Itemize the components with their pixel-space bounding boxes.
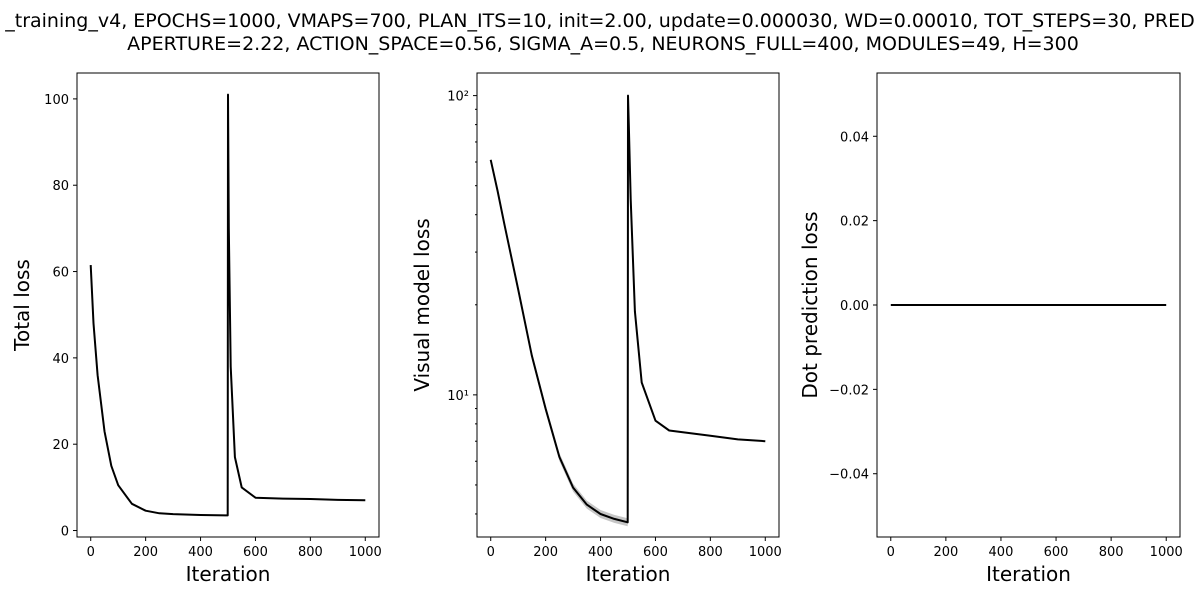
y-tick-label: 0.00 bbox=[840, 299, 869, 314]
y-tick-label: 10² bbox=[447, 90, 469, 105]
y-tick-label: 80 bbox=[52, 179, 69, 194]
x-tick-label: 0 bbox=[887, 545, 895, 560]
series-line bbox=[89, 93, 366, 517]
figure-title-line-2: APERTURE=2.22, ACTION_SPACE=0.56, SIGMA_… bbox=[127, 33, 1079, 55]
y-tick-label: −0.02 bbox=[829, 383, 869, 398]
x-tick-label: 1000 bbox=[749, 545, 782, 560]
y-tick-label: 10¹ bbox=[447, 389, 469, 404]
x-tick-label: 200 bbox=[133, 545, 158, 560]
y-tick-label: 20 bbox=[52, 438, 69, 453]
y-axis-label: Total loss bbox=[10, 259, 34, 352]
y-tick-label: −0.04 bbox=[829, 468, 869, 483]
x-tick-label: 800 bbox=[298, 545, 323, 560]
x-tick-label: 0 bbox=[487, 545, 495, 560]
x-tick-label: 200 bbox=[933, 545, 958, 560]
x-tick-label: 800 bbox=[1099, 545, 1124, 560]
x-tick-label: 200 bbox=[533, 545, 558, 560]
x-axis-label: Iteration bbox=[586, 562, 671, 586]
visual-model-loss-panel: Iteration Visual model loss 0 200 400 600 80… bbox=[410, 72, 782, 586]
series-line bbox=[489, 94, 766, 524]
y-tick-label: 100 bbox=[44, 93, 69, 108]
x-tick-label: 1000 bbox=[349, 545, 382, 560]
x-tick-label: 400 bbox=[989, 545, 1014, 560]
x-tick-label: 800 bbox=[698, 545, 723, 560]
x-tick-label: 600 bbox=[643, 545, 668, 560]
y-tick-label: 40 bbox=[52, 352, 69, 367]
x-tick-label: 400 bbox=[188, 545, 213, 560]
x-tick-label: 0 bbox=[87, 545, 95, 560]
y-axis-label: Dot prediction loss bbox=[798, 211, 822, 398]
y-tick-label: 0 bbox=[61, 525, 69, 540]
x-tick-label: 600 bbox=[1044, 545, 1069, 560]
x-axis-label: Iteration bbox=[186, 562, 271, 586]
y-axis-label: Visual model loss bbox=[410, 218, 434, 391]
x-tick-label: 600 bbox=[243, 545, 268, 560]
x-tick-label: 1000 bbox=[1150, 545, 1183, 560]
total-loss-panel: Iteration Total loss 0 200 400 600 800 1000 0 2… bbox=[10, 72, 382, 586]
series-variance-band bbox=[531, 351, 628, 527]
y-tick-label: 0.02 bbox=[840, 215, 869, 230]
dot-prediction-loss-panel: Iteration Dot prediction loss 0 200 400 600… bbox=[798, 72, 1183, 586]
figure-title-line-1: _training_v4, EPOCHS=1000, VMAPS=700, PL… bbox=[4, 10, 1194, 32]
plot-frame bbox=[76, 72, 380, 538]
y-tick-label: 60 bbox=[52, 266, 69, 281]
x-tick-label: 400 bbox=[588, 545, 613, 560]
x-axis-label: Iteration bbox=[986, 562, 1071, 586]
y-tick-label: 0.04 bbox=[840, 130, 869, 145]
